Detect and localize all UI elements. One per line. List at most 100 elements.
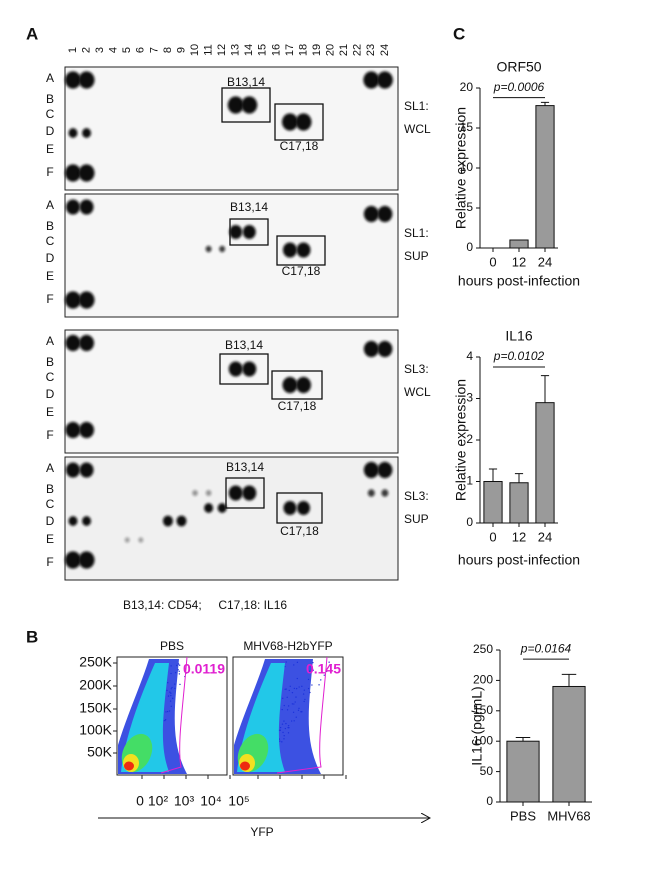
highlight-box (225, 477, 265, 509)
blot-spot (78, 551, 95, 569)
flow-event (320, 679, 322, 681)
column-label: 20 (325, 44, 337, 56)
flow-ytick-label: 200K (79, 677, 112, 693)
y-tick-label: 4 (466, 349, 473, 363)
column-label: 17 (284, 44, 296, 56)
bar (552, 685, 586, 803)
y-tick-label: 1 (466, 474, 473, 488)
blot-spot (229, 224, 243, 240)
blot-spot (241, 96, 258, 114)
blot-spot (68, 128, 78, 138)
column-label: 14 (243, 44, 255, 56)
column-label: 22 (352, 44, 364, 56)
row-label: B (46, 219, 54, 233)
y-tick-label: 100 (473, 733, 493, 747)
flow-plot (232, 656, 347, 779)
blot-spot (68, 516, 78, 526)
column-label: 6 (135, 47, 147, 53)
row-label: A (46, 198, 54, 212)
flow-plot (116, 656, 231, 779)
column-label: 16 (270, 44, 282, 56)
flow-event (188, 666, 190, 669)
blot-spot (176, 515, 187, 527)
flow-event (311, 684, 313, 686)
blot-spot (377, 205, 393, 223)
blot-side-label: SL1: (404, 99, 429, 113)
blot-spot (295, 113, 312, 131)
blot-spot (78, 291, 95, 309)
x-tick-label: 0 (489, 529, 496, 544)
blot-spot (227, 96, 244, 114)
highlight-box (229, 218, 269, 246)
flow-ytick-label: 150K (79, 700, 112, 716)
blot-spot (79, 334, 95, 352)
blot-spot (66, 462, 80, 478)
column-label: 10 (189, 44, 201, 56)
blot-spot (65, 71, 81, 89)
column-label: 24 (379, 44, 391, 56)
box-label: C17,18 (280, 524, 319, 538)
blot-frame (64, 329, 399, 454)
panel-label: A (26, 24, 38, 43)
row-label: E (46, 532, 54, 546)
x-tick-label: 24 (538, 529, 552, 544)
column-label: 3 (94, 47, 106, 53)
row-label: D (46, 514, 55, 528)
box-label: B13,14 (227, 75, 265, 89)
box-label: B13,14 (226, 460, 264, 474)
blot-spot (228, 361, 243, 377)
blot-spot (296, 242, 311, 258)
blot-spot (363, 340, 379, 358)
blot-spot (219, 245, 226, 253)
blot-spot (65, 551, 81, 569)
row-label: B (46, 482, 54, 496)
x-tick-label: PBS (510, 808, 536, 823)
flow-event (179, 683, 181, 686)
panel-label: C (453, 24, 465, 43)
error-bar (514, 473, 524, 483)
column-label: 15 (257, 44, 269, 56)
y-tick-label: 3 (466, 391, 473, 405)
bar (509, 482, 529, 524)
chart-title: IL16 (505, 328, 532, 344)
column-label: 19 (311, 44, 323, 56)
row-label: E (46, 269, 54, 283)
flow-ytick-label: 50K (87, 744, 113, 760)
blot-spot (65, 164, 81, 182)
blot-frame (64, 456, 399, 581)
row-label: A (46, 334, 54, 348)
blot-spot (124, 537, 130, 543)
row-label: F (46, 292, 53, 306)
flow-xtick-label: 10² (148, 793, 169, 809)
blot-spot (205, 489, 212, 497)
row-label: C (46, 234, 55, 248)
blot-spot (217, 503, 227, 513)
column-label: 9 (175, 47, 187, 53)
flow-xtick-label: 10³ (174, 793, 195, 809)
blot-spot (205, 245, 212, 253)
y-tick-label: 250 (473, 642, 493, 656)
blot-spot (65, 334, 81, 352)
y-tick-label: 20 (460, 80, 474, 94)
flow-event (318, 684, 320, 686)
blot-spot (138, 537, 144, 543)
x-tick-label: 12 (512, 254, 526, 269)
error-bar (515, 737, 531, 742)
column-label: 18 (297, 44, 309, 56)
blot-spot (376, 71, 393, 89)
column-label: 2 (80, 47, 92, 53)
blot-spot (296, 376, 312, 394)
error-bar (488, 468, 498, 482)
flow-title: MHV68-H2bYFP (243, 639, 332, 653)
y-tick-label: 0 (466, 240, 473, 254)
bar (483, 481, 503, 524)
flow-xtick-label: 0 (136, 793, 144, 809)
flow-ytick-label: 250K (79, 654, 112, 670)
blot-spot (377, 461, 393, 479)
box-label: B13,14 (225, 338, 263, 352)
row-label: A (46, 461, 54, 475)
y-tick-label: 0 (486, 794, 493, 808)
p-value: p=0.0164 (520, 641, 572, 655)
column-label: 8 (162, 47, 174, 53)
